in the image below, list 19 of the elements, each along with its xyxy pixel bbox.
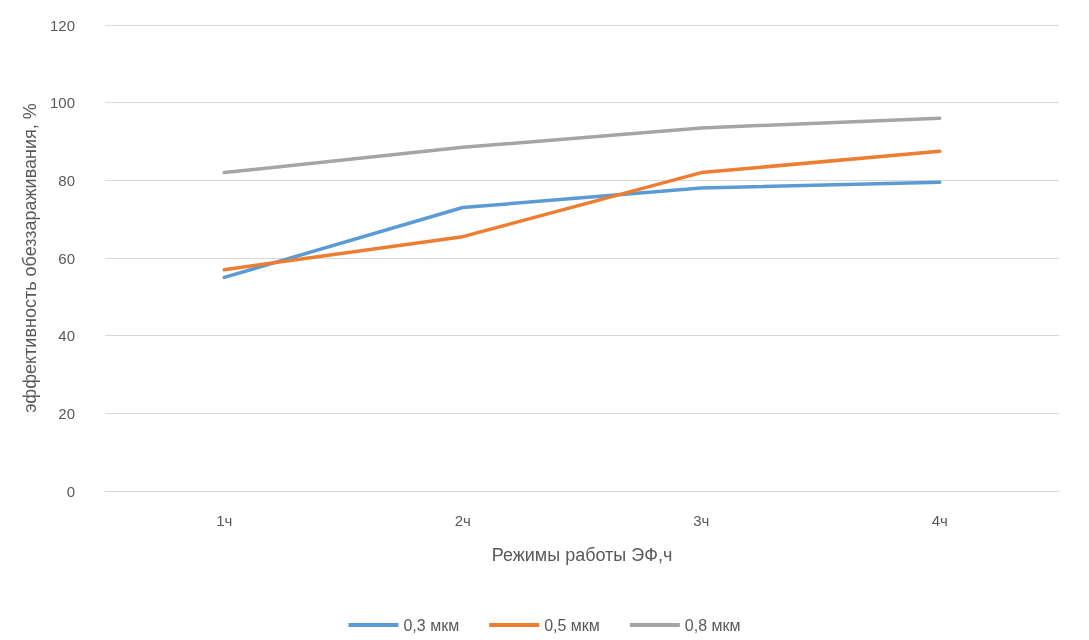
line-series (222, 180, 942, 280)
x-tick-label: 4ч (931, 512, 948, 529)
line-series (222, 149, 942, 272)
line-series (222, 116, 942, 175)
y-tick-label: 0 (66, 482, 75, 500)
legend-label: 0,5 мкм (544, 616, 600, 634)
x-tick-label: 1ч (216, 512, 233, 529)
x-tick-label: 3ч (693, 512, 710, 529)
y-tick-label: 120 (49, 16, 75, 34)
y-tick-label: 100 (49, 94, 75, 112)
x-tick-label: 2ч (454, 512, 471, 529)
y-tick-label: 40 (58, 327, 75, 345)
y-tick-label: 80 (58, 171, 75, 189)
legend-label: 0,8 мкм (684, 616, 741, 634)
legend-label: 0,3 мкм (403, 616, 460, 634)
y-tick-label: 20 (58, 404, 75, 422)
y-tick-label: 60 (58, 249, 75, 267)
y-axis-title: эффективность обеззараживания, % (20, 103, 41, 413)
x-axis-title: Режимы работы ЭФ,ч (491, 545, 673, 565)
